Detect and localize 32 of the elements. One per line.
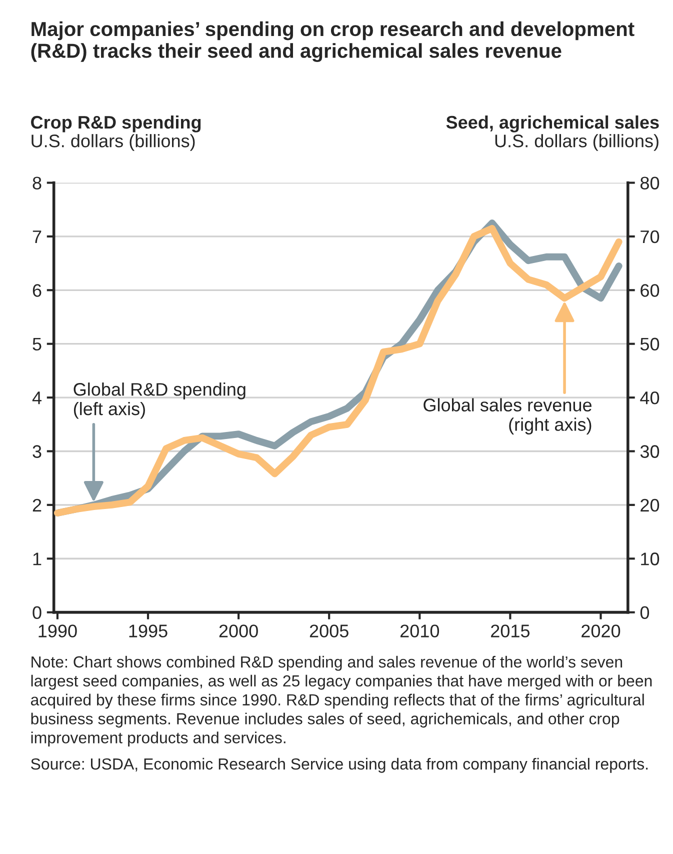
y-tick-label: 3 <box>32 445 42 458</box>
y2-tick-label: 50 <box>640 338 660 351</box>
x-tick-label: 2000 <box>219 624 258 638</box>
chart-title: Major companies’ spending on crop research and development (R&D) tracks their seed and agrichemical sales revenue <box>31 21 634 62</box>
y-tick-label: 6 <box>32 284 42 297</box>
y2-tick-label: 10 <box>641 552 660 566</box>
x-tick-label: 1995 <box>129 624 168 638</box>
y-tick-label: 7 <box>32 230 42 243</box>
y2-tick-label: 80 <box>640 176 660 190</box>
y2-tick-label: 60 <box>640 284 660 297</box>
source-note: Source: USDA, Economic Research Service using data from company financial reports. <box>31 758 648 773</box>
y2-tick-label: 0 <box>640 606 650 620</box>
x-tick-label: 2005 <box>310 624 348 638</box>
x-tick-label: 2010 <box>400 624 440 638</box>
y-tick-label: 4 <box>32 392 42 404</box>
annotation: Global sales revenue (right axis) <box>424 398 592 434</box>
y-tick-label: 5 <box>32 338 42 351</box>
y2-tick-label: 70 <box>640 230 660 244</box>
y-tick-label: 1 <box>33 552 42 566</box>
y2-tick-label: 20 <box>640 498 660 512</box>
x-tick-label: 2015 <box>491 624 530 638</box>
annotation: Global R&D spending (left axis) <box>74 382 246 419</box>
y-tick-label: 8 <box>32 176 42 190</box>
x-tick-label: 1990 <box>38 624 77 638</box>
text: Note: Chart shows combined R&D spending and sales revenue of the world’s seven largest seed companies, as well as 25 legacy companies that have merged with or been acquired by these firms since 1990. R&D spending reflects that of the firms’ agricultural business segments. Revenue includes sales of seed, agrichemicals, and other crop improvement products and services. <box>30 656 652 747</box>
y-tick-label: 2 <box>32 498 42 512</box>
y2-axis-title: Seed, agrichemical sales U.S. dollars (billions) <box>446 115 659 151</box>
y-tick-label: 0 <box>32 606 42 620</box>
y2-tick-label: 30 <box>640 445 660 458</box>
y-axis-title: Crop R&D spending U.S. dollars (billions) <box>31 115 201 151</box>
x-tick-label: 2020 <box>582 624 620 638</box>
y2-tick-label: 40 <box>640 391 660 404</box>
